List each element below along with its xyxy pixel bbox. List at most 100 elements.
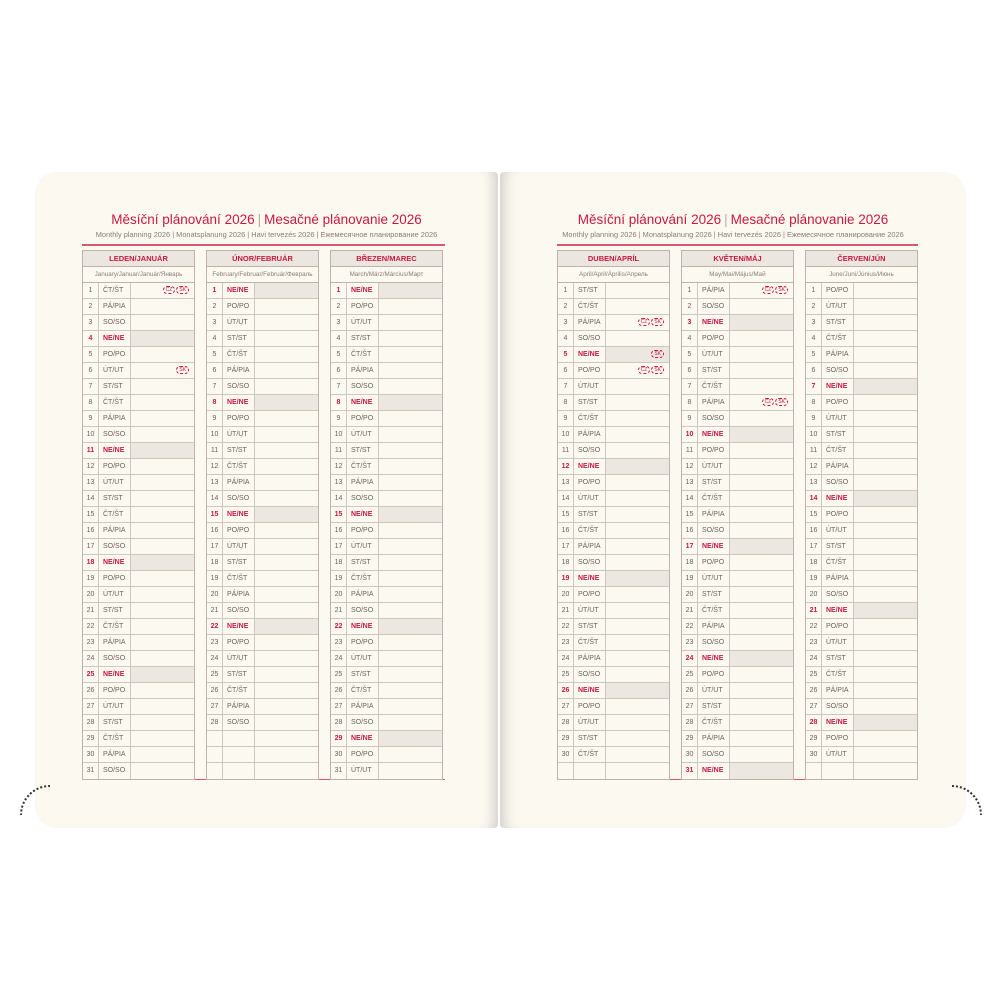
day-row[interactable]: 1 ST/ST: [558, 283, 669, 299]
note-cell[interactable]: CZ SK: [606, 363, 669, 378]
day-row[interactable]: 6 ST/ST: [682, 363, 793, 379]
note-cell[interactable]: [255, 555, 318, 570]
note-cell[interactable]: [255, 459, 318, 474]
day-row[interactable]: 8 NE/NE: [207, 395, 318, 411]
day-row[interactable]: 5 PÁ/PIA: [806, 347, 917, 363]
note-cell[interactable]: [730, 411, 793, 426]
day-row[interactable]: 28 ÚT/UT: [558, 715, 669, 731]
day-row[interactable]: 15 PO/PO: [806, 507, 917, 523]
day-row[interactable]: 31 SO/SO: [83, 763, 194, 779]
day-row[interactable]: 12 NE/NE: [558, 459, 669, 475]
note-cell[interactable]: [379, 347, 442, 362]
note-cell[interactable]: [606, 587, 669, 602]
note-cell[interactable]: [730, 475, 793, 490]
day-row[interactable]: 26 ÚT/UT: [682, 683, 793, 699]
note-cell[interactable]: [131, 603, 194, 618]
day-row[interactable]: 13 ST/ST: [682, 475, 793, 491]
day-row[interactable]: 2 PO/PO: [331, 299, 442, 315]
day-row[interactable]: 19 NE/NE: [558, 571, 669, 587]
day-row[interactable]: 7 SO/SO: [207, 379, 318, 395]
note-cell[interactable]: [379, 491, 442, 506]
note-cell[interactable]: [854, 363, 917, 378]
note-cell[interactable]: [730, 491, 793, 506]
note-cell[interactable]: [131, 715, 194, 730]
day-row[interactable]: 18 ČT/ŠT: [806, 555, 917, 571]
day-row[interactable]: 5 ČT/ŠT: [331, 347, 442, 363]
day-row[interactable]: [207, 747, 318, 763]
note-cell[interactable]: [854, 651, 917, 666]
day-row[interactable]: 30 PO/PO: [331, 747, 442, 763]
day-row[interactable]: 17 SO/SO: [83, 539, 194, 555]
day-row[interactable]: 7 ÚT/UT: [558, 379, 669, 395]
day-row[interactable]: 29 ČT/ŠT: [83, 731, 194, 747]
day-row[interactable]: 4 PO/PO: [682, 331, 793, 347]
note-cell[interactable]: [255, 491, 318, 506]
day-row[interactable]: 15 NE/NE: [207, 507, 318, 523]
note-cell[interactable]: [606, 715, 669, 730]
day-row[interactable]: 10 SO/SO: [83, 427, 194, 443]
day-row[interactable]: 22 NE/NE: [331, 619, 442, 635]
note-cell[interactable]: [606, 603, 669, 618]
day-row[interactable]: 23 SO/SO: [682, 635, 793, 651]
note-cell[interactable]: [379, 395, 442, 410]
day-row[interactable]: 29 PÁ/PIA: [682, 731, 793, 747]
day-row[interactable]: 11 PO/PO: [682, 443, 793, 459]
day-row[interactable]: 28 NE/NE: [806, 715, 917, 731]
note-cell[interactable]: SK: [131, 363, 194, 378]
note-cell[interactable]: SK: [606, 347, 669, 362]
day-row[interactable]: 3 SO/SO: [83, 315, 194, 331]
day-row[interactable]: 10 PÁ/PIA: [558, 427, 669, 443]
day-row[interactable]: 13 ÚT/UT: [83, 475, 194, 491]
note-cell[interactable]: [379, 539, 442, 554]
day-row[interactable]: 16 PO/PO: [331, 523, 442, 539]
day-row[interactable]: 19 PO/PO: [83, 571, 194, 587]
day-row[interactable]: 16 PÁ/PIA: [83, 523, 194, 539]
day-row[interactable]: 4 ST/ST: [207, 331, 318, 347]
day-row[interactable]: 30 ÚT/UT: [806, 747, 917, 763]
day-row[interactable]: 2 PO/PO: [207, 299, 318, 315]
day-row[interactable]: 8 NE/NE: [331, 395, 442, 411]
note-cell[interactable]: [606, 459, 669, 474]
day-row[interactable]: 3 NE/NE: [682, 315, 793, 331]
note-cell[interactable]: [606, 699, 669, 714]
day-row[interactable]: 21 ÚT/UT: [558, 603, 669, 619]
note-cell[interactable]: [379, 443, 442, 458]
day-row[interactable]: 8 ST/ST: [558, 395, 669, 411]
day-row[interactable]: 22 PO/PO: [806, 619, 917, 635]
day-row[interactable]: 28 SO/SO: [331, 715, 442, 731]
day-row[interactable]: 23 ČT/ŠT: [558, 635, 669, 651]
note-cell[interactable]: [255, 363, 318, 378]
note-cell[interactable]: [606, 635, 669, 650]
day-row[interactable]: 15 NE/NE: [331, 507, 442, 523]
note-cell[interactable]: [730, 635, 793, 650]
note-cell[interactable]: [854, 683, 917, 698]
note-cell[interactable]: [606, 539, 669, 554]
note-cell[interactable]: [255, 379, 318, 394]
day-row[interactable]: 11 ST/ST: [331, 443, 442, 459]
day-row[interactable]: [558, 763, 669, 779]
day-row[interactable]: 1 PÁ/PIA CZ SK: [682, 283, 793, 299]
note-cell[interactable]: [255, 507, 318, 522]
note-cell[interactable]: [255, 571, 318, 586]
day-row[interactable]: 27 PO/PO: [558, 699, 669, 715]
day-row[interactable]: 20 ÚT/UT: [83, 587, 194, 603]
day-row[interactable]: 4 ST/ST: [331, 331, 442, 347]
day-row[interactable]: 18 PO/PO: [682, 555, 793, 571]
note-cell[interactable]: [730, 619, 793, 634]
note-cell[interactable]: [131, 667, 194, 682]
note-cell[interactable]: [131, 395, 194, 410]
note-cell[interactable]: [379, 315, 442, 330]
day-row[interactable]: 24 PÁ/PIA: [558, 651, 669, 667]
day-row[interactable]: 30 ČT/ŠT: [558, 747, 669, 763]
day-row[interactable]: 2 SO/SO: [682, 299, 793, 315]
note-cell[interactable]: [854, 411, 917, 426]
note-cell[interactable]: [255, 587, 318, 602]
day-row[interactable]: 19 ČT/ŠT: [207, 571, 318, 587]
note-cell[interactable]: [730, 747, 793, 762]
note-cell[interactable]: [131, 443, 194, 458]
note-cell[interactable]: [131, 299, 194, 314]
day-row[interactable]: 24 ÚT/UT: [331, 651, 442, 667]
note-cell[interactable]: [379, 523, 442, 538]
note-cell[interactable]: [854, 523, 917, 538]
day-row[interactable]: 16 ÚT/UT: [806, 523, 917, 539]
